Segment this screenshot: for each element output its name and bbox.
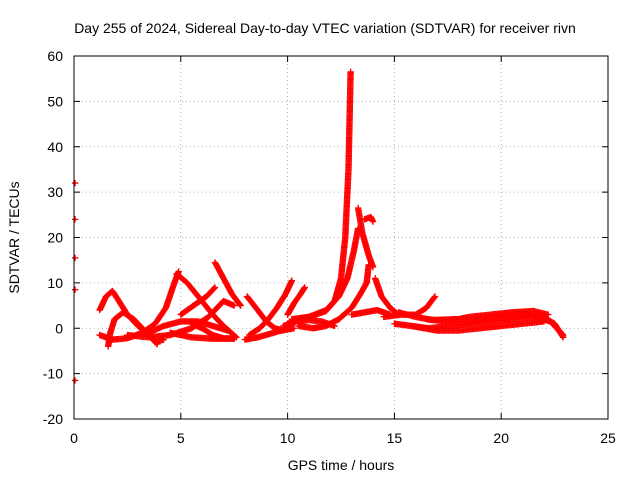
data-point-marker (544, 311, 552, 318)
y-tick-label: 50 (47, 93, 63, 109)
y-tick-label: 10 (47, 275, 63, 291)
x-tick-label: 10 (280, 430, 296, 446)
track-arc-27 (423, 307, 552, 325)
data-point-marker (71, 377, 79, 384)
data-point-marker (224, 327, 231, 334)
data-point-marker (431, 293, 439, 300)
track-isolated-points (71, 179, 79, 384)
data-point-marker (71, 254, 79, 262)
track-arc-20 (361, 213, 377, 225)
data-point-marker (236, 301, 244, 308)
x-tick-label: 0 (70, 430, 78, 446)
track-arc-03 (104, 309, 167, 350)
track-arc-13 (245, 277, 296, 339)
data-point-marker (559, 334, 567, 341)
track-arc-06 (145, 318, 231, 336)
track-arc-09 (211, 259, 244, 309)
data-point-marker (71, 179, 79, 187)
y-tick-label: 20 (47, 230, 63, 246)
data-point-marker (369, 263, 377, 271)
data-point-marker (290, 325, 298, 332)
track-arc-19 (354, 204, 377, 271)
data-point-marker (369, 218, 377, 225)
data-point-marker (71, 286, 79, 293)
data-point-marker (347, 68, 354, 76)
x-tick-label: 20 (493, 430, 509, 446)
data-point-marker (231, 302, 238, 309)
track-arc-25 (380, 293, 439, 321)
data-point-marker (431, 294, 438, 301)
track-arc-10 (166, 329, 238, 342)
track-arc-17 (288, 225, 362, 323)
data-point-marker (211, 284, 219, 291)
data-points (71, 68, 567, 384)
chart-title: Day 255 of 2024, Sidereal Day-to-day VTE… (74, 20, 576, 36)
y-tick-label: -10 (43, 366, 63, 382)
data-point-marker (237, 302, 244, 309)
x-tick-label: 5 (177, 430, 185, 446)
x-axis-label: GPS time / hours (288, 457, 395, 473)
track-arc-18 (295, 261, 372, 332)
y-tick-label: 30 (47, 184, 63, 200)
data-point-marker (288, 277, 296, 284)
track-arc-15 (284, 284, 308, 318)
axis-ticks: 0 5 10 15 20 25 -20 -10 0 10 20 30 40 50 60 (43, 48, 616, 446)
track-arc-26 (408, 318, 548, 334)
x-tick-label: 25 (600, 430, 616, 446)
data-point-marker (210, 285, 218, 292)
grid-lines (74, 56, 608, 419)
y-tick-label: 40 (47, 139, 63, 155)
data-point-marker (71, 216, 79, 223)
track-arc-08 (177, 284, 219, 318)
y-tick-label: -20 (43, 411, 63, 427)
data-point-marker (540, 318, 548, 325)
data-point-marker (231, 335, 238, 342)
data-point-marker (301, 284, 308, 291)
data-point-marker (559, 333, 566, 340)
y-tick-label: 60 (47, 48, 63, 64)
x-tick-label: 15 (387, 430, 403, 446)
y-axis-label: SDTVAR / TECUs (6, 181, 22, 293)
y-tick-label: 0 (55, 320, 63, 336)
